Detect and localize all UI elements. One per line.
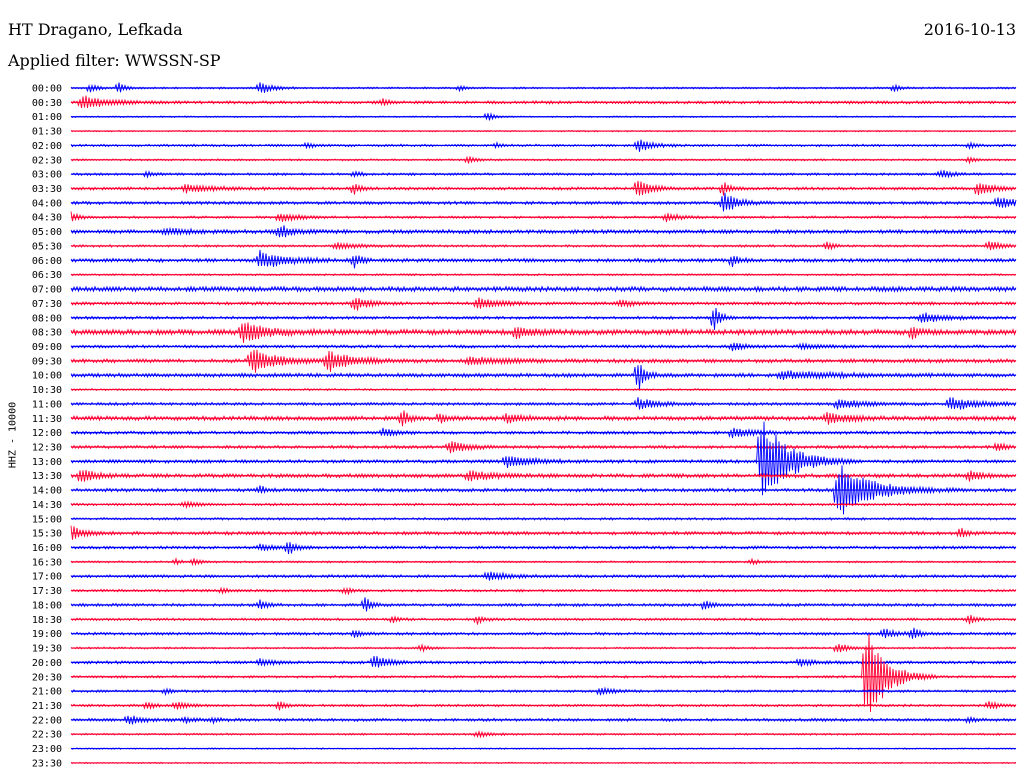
- trace-label: 00:30: [32, 98, 62, 109]
- trace-waveform: [70, 192, 1017, 212]
- trace-waveform: [70, 225, 1017, 238]
- trace-waveform: [70, 364, 1017, 390]
- trace-label: 21:30: [32, 701, 62, 712]
- trace-waveform: [70, 525, 1017, 540]
- trace-label: 12:30: [32, 443, 62, 454]
- trace-label: 10:30: [32, 385, 62, 396]
- trace-waveform: [70, 686, 1017, 697]
- trace-label: 01:30: [32, 127, 62, 138]
- trace-waveform: [70, 633, 1017, 713]
- trace-label: 04:00: [32, 198, 62, 209]
- trace-waveform: [70, 700, 1017, 711]
- trace-label: 15:00: [32, 514, 62, 525]
- trace-waveform: [70, 586, 1017, 596]
- trace-label: 06:00: [32, 256, 62, 267]
- trace-waveform: [70, 715, 1017, 725]
- trace-label: 20:30: [32, 672, 62, 683]
- trace-waveform: [70, 441, 1017, 454]
- trace-waveform: [70, 465, 1017, 515]
- trace-waveform: [70, 297, 1017, 311]
- trace-label: 10:00: [32, 371, 62, 382]
- trace-label: 16:00: [32, 543, 62, 554]
- trace-label: 05:00: [32, 227, 62, 238]
- trace-label: 09:30: [32, 356, 62, 367]
- trace-label: 15:30: [32, 529, 62, 540]
- trace-waveform: [70, 342, 1017, 352]
- trace-label: 01:00: [32, 112, 62, 123]
- trace-label: 06:30: [32, 270, 62, 281]
- trace-label: 04:30: [32, 213, 62, 224]
- date-label: 2016-10-13: [923, 20, 1016, 39]
- trace-label: 20:00: [32, 658, 62, 669]
- trace-waveform: [70, 322, 1017, 343]
- trace-label: 14:00: [32, 486, 62, 497]
- trace-waveform: [70, 421, 1017, 496]
- trace-waveform: [70, 410, 1017, 427]
- trace-label: 18:30: [32, 615, 62, 626]
- trace-label: 08:00: [32, 313, 62, 324]
- trace-waveform: [70, 285, 1017, 293]
- trace-label: 03:30: [32, 184, 62, 195]
- trace-label: 22:00: [32, 715, 62, 726]
- trace-waveform: [70, 597, 1017, 612]
- trace-waveform: [70, 470, 1017, 482]
- station-title: HT Dragano, Lefkada: [8, 20, 183, 39]
- trace-label: 09:00: [32, 342, 62, 353]
- trace-label: 05:30: [32, 241, 62, 252]
- trace-label: 16:30: [32, 557, 62, 568]
- trace-waveform: [70, 180, 1017, 196]
- trace-label: 19:00: [32, 629, 62, 640]
- trace-waveform: [70, 643, 1017, 653]
- trace-label: 17:30: [32, 586, 62, 597]
- trace-label: 07:00: [32, 285, 62, 296]
- trace-waveform: [70, 349, 1017, 373]
- trace-waveform: [70, 627, 1017, 639]
- trace-label: 03:00: [32, 170, 62, 181]
- trace-label: 08:30: [32, 328, 62, 339]
- trace-waveform: [70, 571, 1017, 581]
- trace-label: 17:00: [32, 572, 62, 583]
- trace-label: 14:30: [32, 500, 62, 511]
- trace-label: 00:00: [32, 84, 62, 95]
- trace-label: 23:30: [32, 758, 62, 769]
- filter-label: Applied filter: WWSSN-SP: [8, 51, 221, 70]
- trace-label: 13:30: [32, 471, 62, 482]
- trace-label: 02:30: [32, 155, 62, 166]
- trace-label: 18:00: [32, 600, 62, 611]
- trace-label: 11:00: [32, 399, 62, 410]
- trace-label: 21:00: [32, 687, 62, 698]
- trace-waveform: [70, 307, 1017, 330]
- trace-label: 12:00: [32, 428, 62, 439]
- trace-waveform: [70, 139, 1017, 152]
- trace-waveform: [70, 655, 1017, 668]
- trace-label: 13:00: [32, 457, 62, 468]
- trace-label: 02:00: [32, 141, 62, 152]
- trace-waveform: [70, 249, 1017, 269]
- trace-label: 23:00: [32, 744, 62, 755]
- trace-label: 19:30: [32, 644, 62, 655]
- trace-label: 11:30: [32, 414, 62, 425]
- trace-label: 22:30: [32, 730, 62, 741]
- trace-label: 07:30: [32, 299, 62, 310]
